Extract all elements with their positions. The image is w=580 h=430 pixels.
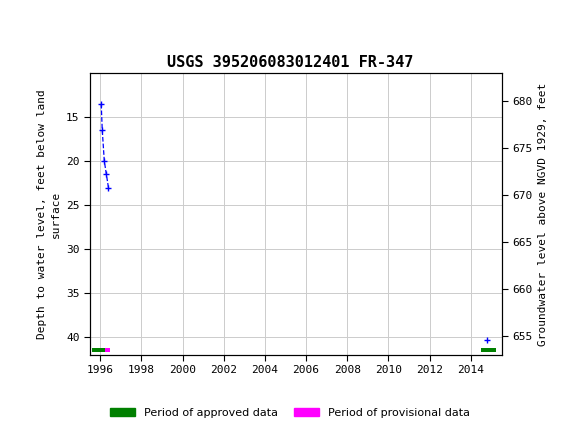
- Y-axis label: Groundwater level above NGVD 1929, feet: Groundwater level above NGVD 1929, feet: [538, 82, 548, 346]
- Y-axis label: Depth to water level, feet below land
surface: Depth to water level, feet below land su…: [37, 89, 60, 339]
- Bar: [481, 348, 495, 352]
- Legend: Period of approved data, Period of provisional data: Period of approved data, Period of provi…: [106, 403, 474, 422]
- Bar: [92, 348, 106, 352]
- Text: USGS 395206083012401 FR-347: USGS 395206083012401 FR-347: [167, 55, 413, 70]
- Text: ≡USGS: ≡USGS: [9, 12, 90, 33]
- Bar: [106, 348, 110, 352]
